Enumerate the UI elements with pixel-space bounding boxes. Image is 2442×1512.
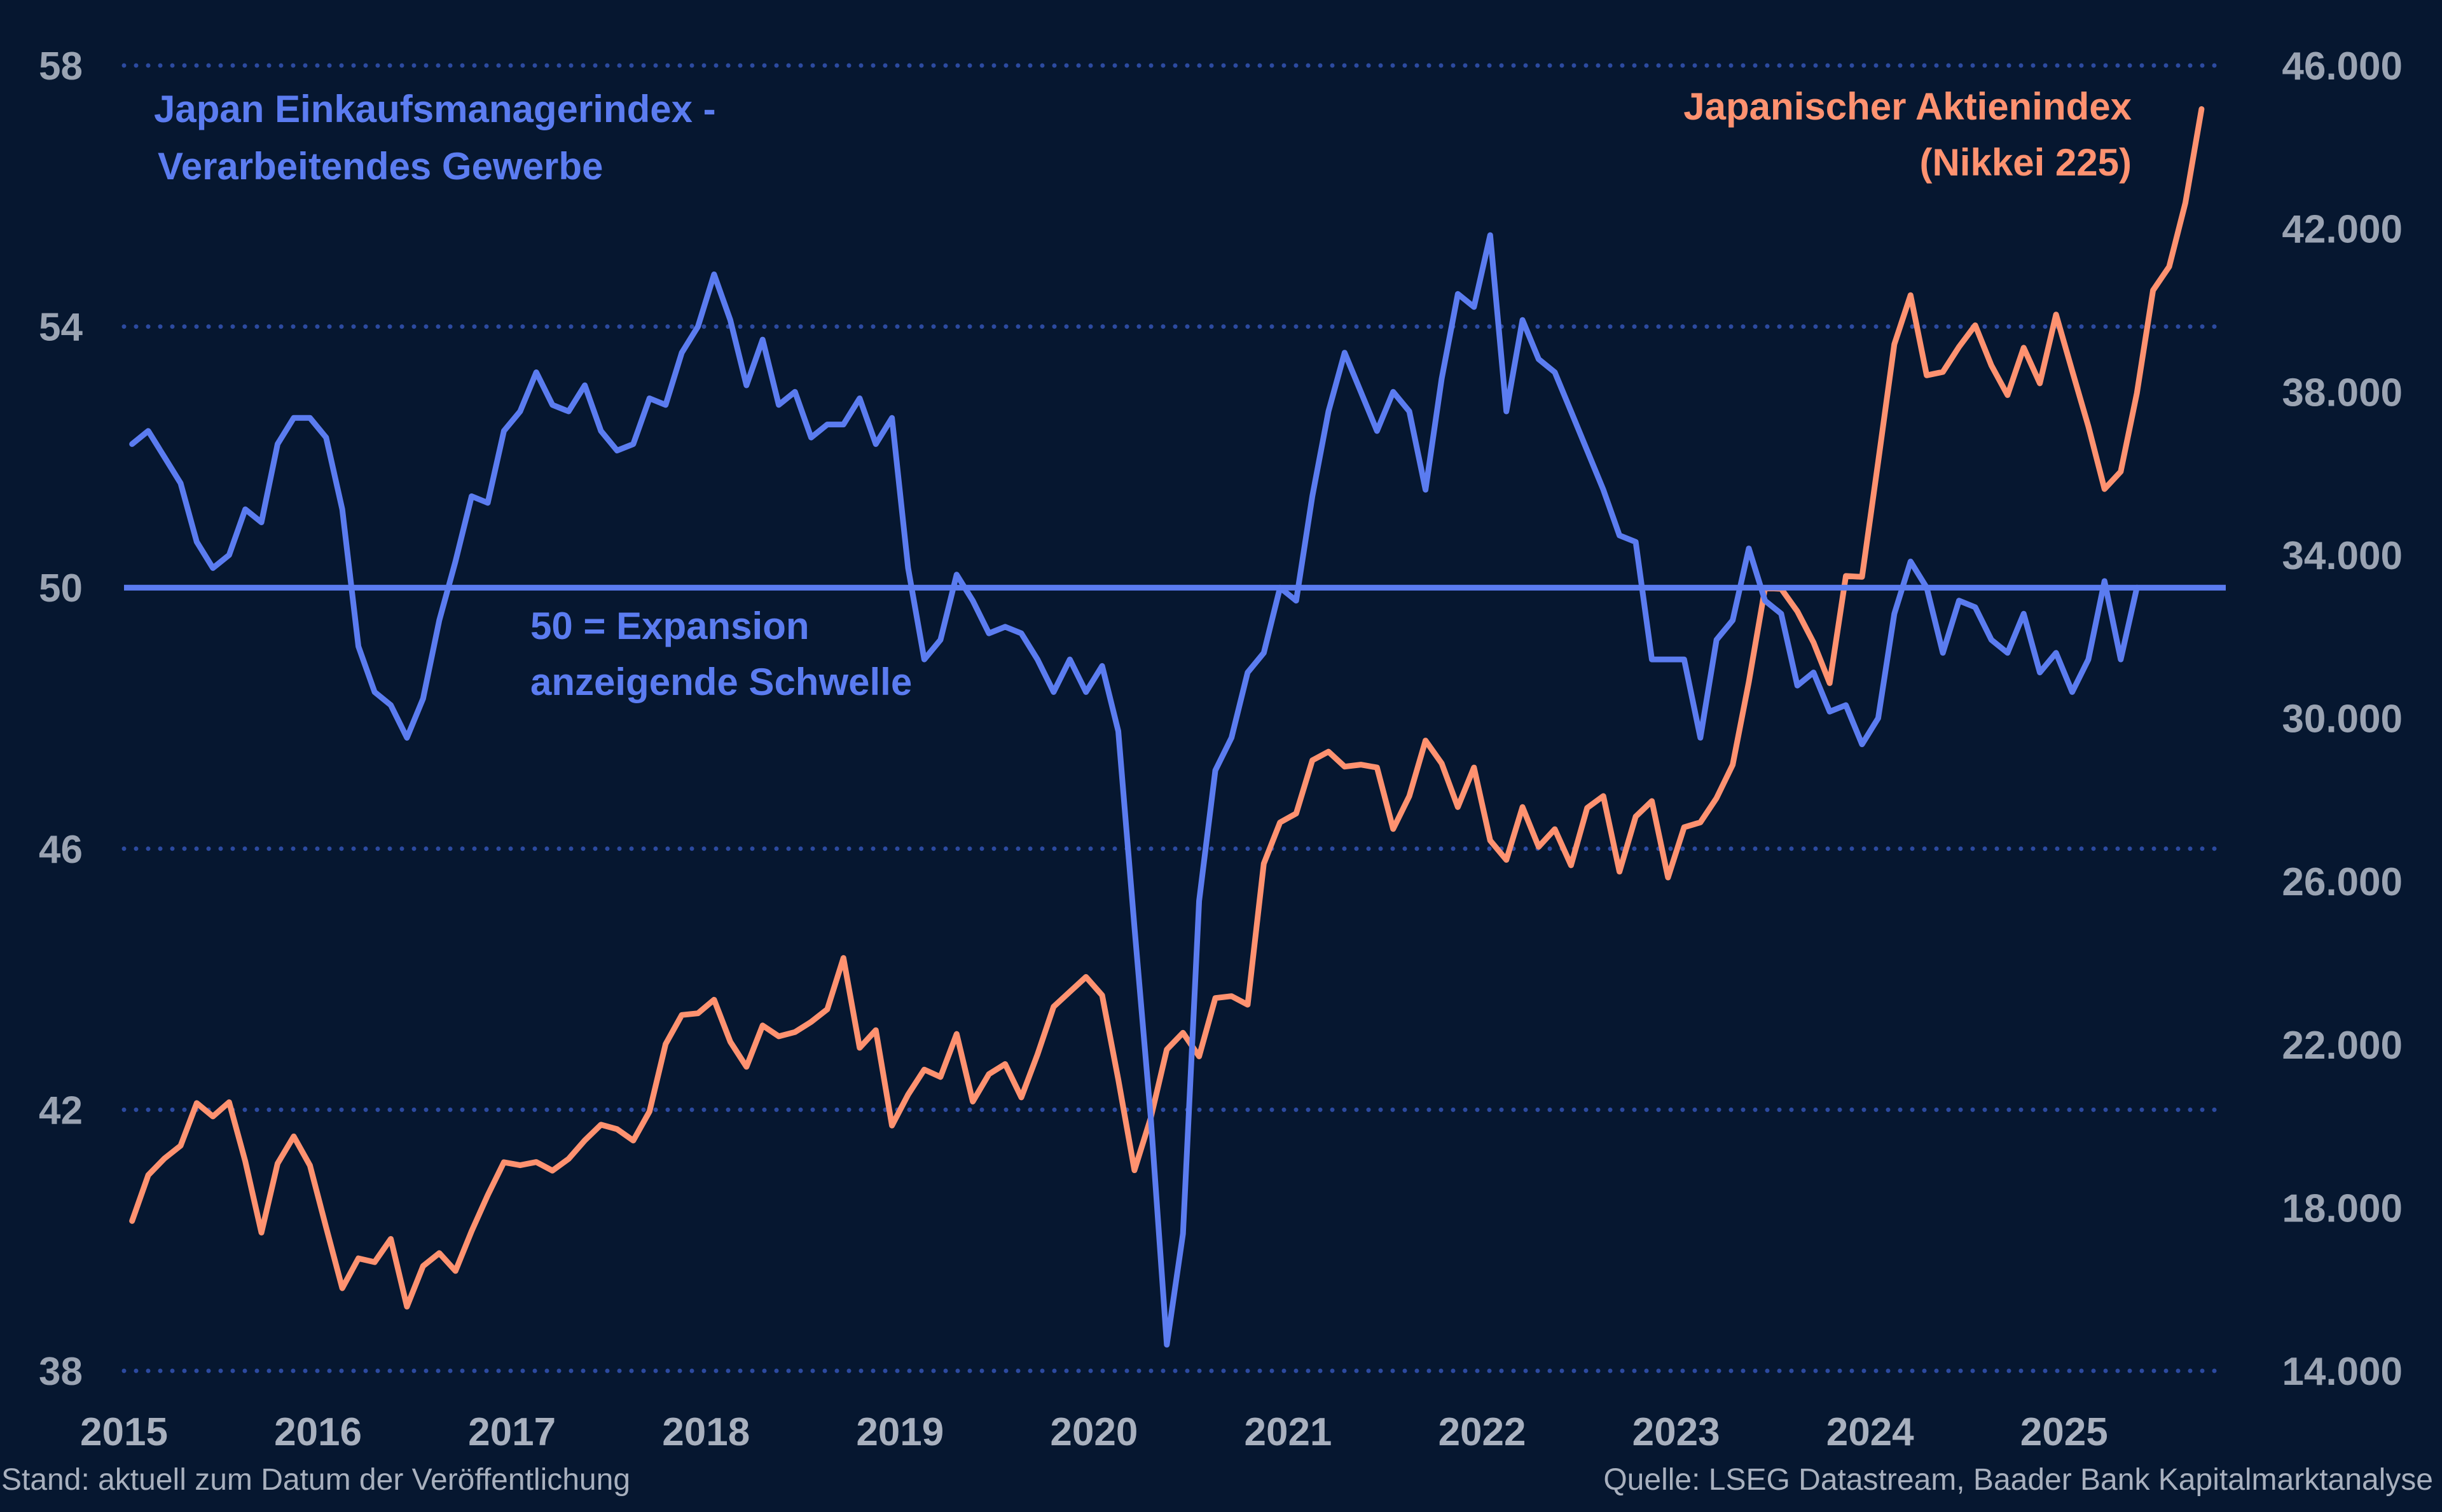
right-tick-30.000: 30.000 [2282, 698, 2403, 741]
footer-source: Quelle: LSEG Datastream, Baader Bank Kap… [1603, 1463, 2433, 1497]
pmi-series-label-line2: Verarbeitendes Gewerbe [158, 145, 603, 188]
left-tick-42: 42 [39, 1089, 83, 1132]
left-tick-50: 50 [39, 567, 83, 610]
left-tick-54: 54 [39, 306, 83, 350]
right-tick-14.000: 14.000 [2282, 1350, 2403, 1394]
left-tick-38: 38 [39, 1350, 83, 1394]
x-tick-2017: 2017 [468, 1410, 556, 1454]
left-tick-46: 46 [39, 828, 83, 872]
x-tick-2018: 2018 [662, 1410, 750, 1454]
right-tick-46.000: 46.000 [2282, 45, 2403, 88]
right-tick-26.000: 26.000 [2282, 860, 2403, 904]
right-tick-22.000: 22.000 [2282, 1024, 2403, 1068]
right-tick-42.000: 42.000 [2282, 208, 2403, 252]
x-tick-2021: 2021 [1244, 1410, 1332, 1454]
left-tick-58: 58 [39, 45, 83, 88]
nikkei-series-label-line1: Japanischer Aktienindex [1683, 85, 2132, 128]
pmi-line [129, 232, 2140, 1348]
nikkei-series-label-line2: (Nikkei 225) [1919, 141, 2132, 184]
footer-stand: Stand: aktuell zum Datum der Veröffentli… [1, 1463, 630, 1497]
x-tick-2022: 2022 [1438, 1410, 1526, 1454]
x-tick-2020: 2020 [1050, 1410, 1138, 1454]
x-tick-2016: 2016 [274, 1410, 362, 1454]
x-tick-2015: 2015 [80, 1410, 168, 1454]
pmi-series-label-line1: Japan Einkaufsmanagerindex - [154, 88, 716, 130]
x-tick-2025: 2025 [2020, 1410, 2108, 1454]
x-tick-2023: 2023 [1632, 1410, 1720, 1454]
x-tick-2019: 2019 [856, 1410, 944, 1454]
nikkei-line [129, 106, 2205, 1310]
x-tick-2024: 2024 [1826, 1410, 1914, 1454]
right-tick-38.000: 38.000 [2282, 371, 2403, 415]
threshold-label-line1: 50 = Expansion [530, 605, 810, 647]
threshold-label-line2: anzeigende Schwelle [530, 661, 912, 703]
right-tick-18.000: 18.000 [2282, 1186, 2403, 1230]
right-tick-34.000: 34.000 [2282, 534, 2403, 578]
